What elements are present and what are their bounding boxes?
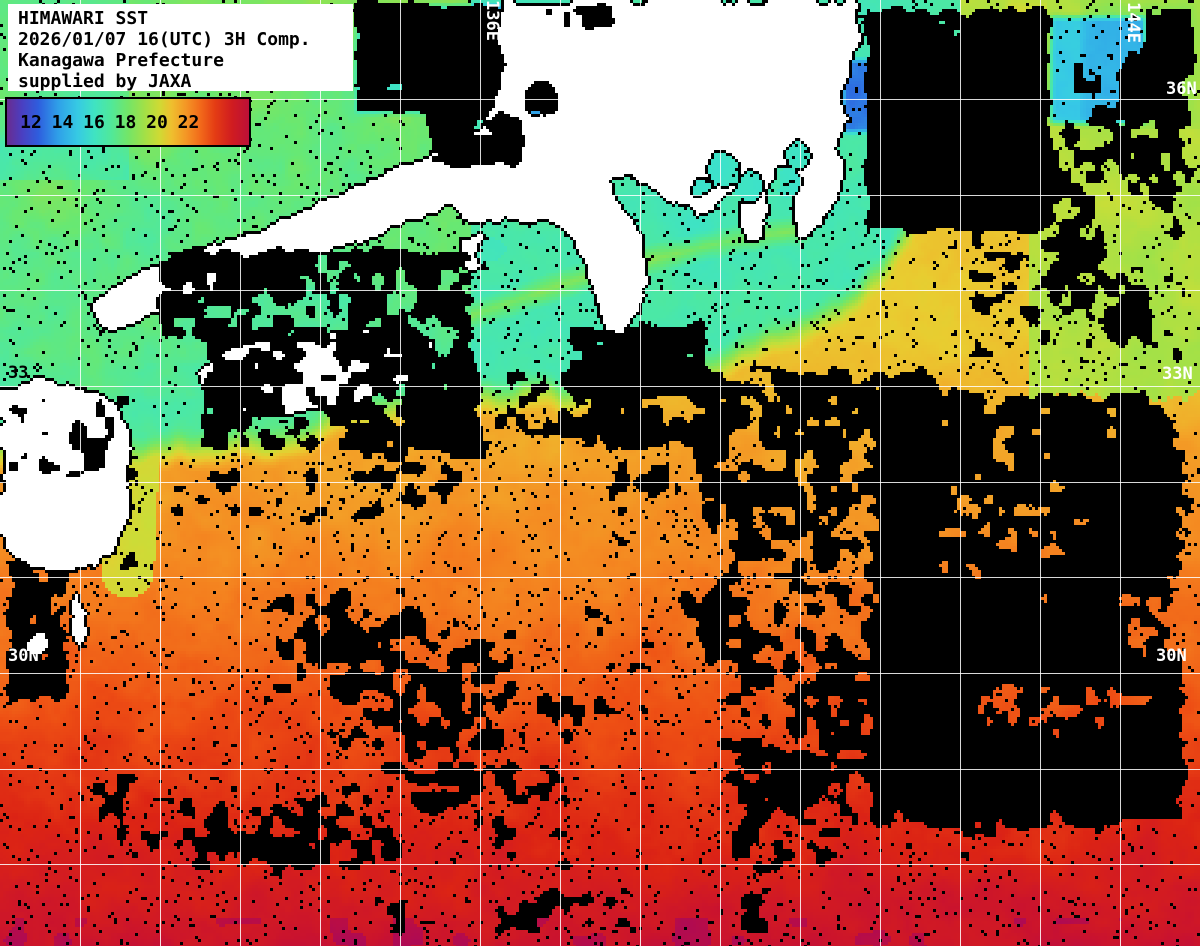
temperature-colorbar: 12 14 16 18 20 22 — [5, 97, 251, 147]
colorbar-tick: 18 — [114, 112, 137, 133]
credit-line: supplied by JAXA — [18, 71, 192, 92]
longitude-label: 136E — [482, 0, 502, 41]
title-box: HIMAWARI SST 2026/01/07 16(UTC) 3H Comp.… — [8, 4, 353, 92]
colorbar-tick: 16 — [83, 112, 105, 133]
latitude-label: 33 — [8, 363, 29, 383]
colorbar-tick: 22 — [177, 112, 200, 133]
colorbar-tick: 20 — [146, 112, 168, 133]
latitude-label: 30N — [1156, 646, 1187, 666]
colorbar-tick: 14 — [51, 112, 74, 133]
colorbar-tick: 12 — [20, 112, 42, 133]
colorbar-tick-row: 12 14 16 18 20 22 — [7, 99, 249, 145]
longitude-label: 144E — [1123, 2, 1143, 43]
datetime-line: 2026/01/07 16(UTC) 3H Comp. — [18, 29, 311, 50]
latitude-label: 36N — [1166, 79, 1197, 99]
product-title: HIMAWARI SST — [18, 8, 149, 29]
latitude-label: 33N — [1162, 364, 1193, 384]
region-line: Kanagawa Prefecture — [18, 50, 224, 71]
latitude-label: 30N — [8, 646, 39, 666]
